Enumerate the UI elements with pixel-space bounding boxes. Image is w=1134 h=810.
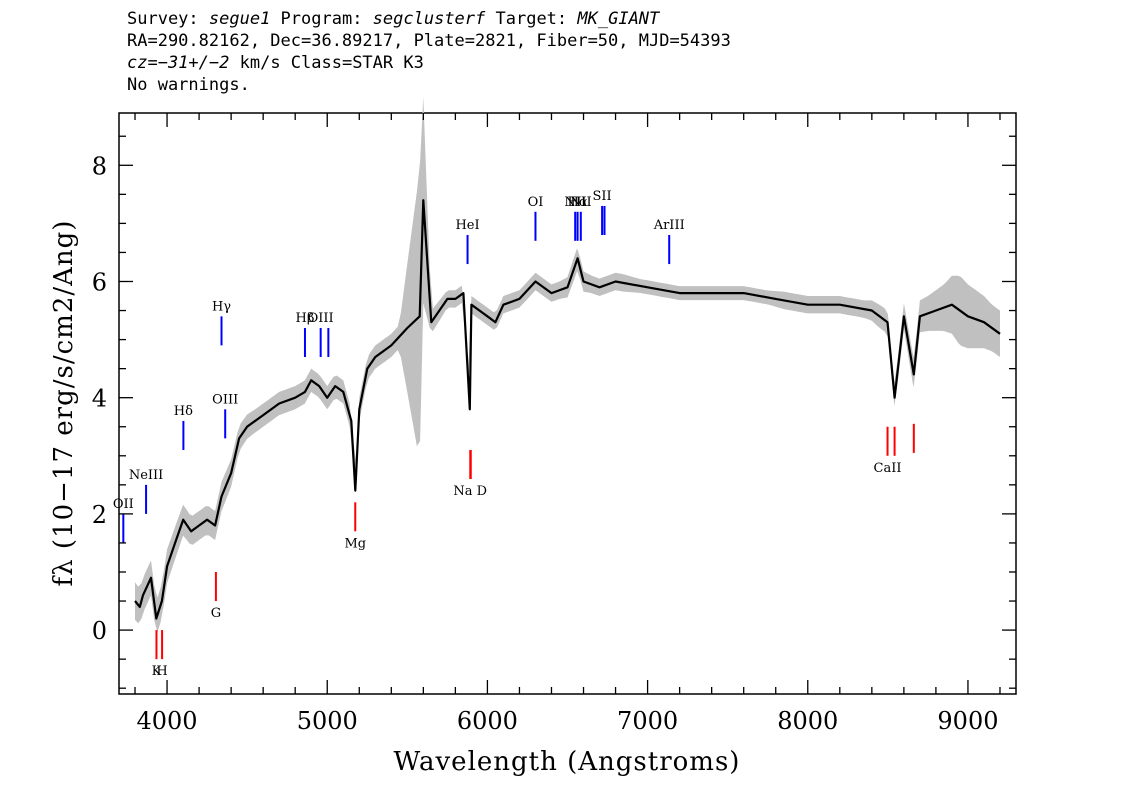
target-label: Target:	[485, 9, 578, 29]
error-band	[135, 97, 1000, 633]
plot-frame	[118, 112, 1017, 695]
x-tick-label: 5000	[297, 707, 358, 735]
x-tick-label: 4000	[137, 707, 198, 735]
emission-line-label: NII	[570, 195, 592, 210]
survey-label: Survey:	[127, 9, 209, 29]
emission-line-label: Hγ	[212, 299, 231, 314]
spectrum-header: Survey: segue1 Program: segclusterf Targ…	[127, 8, 731, 96]
x-tick-label: 9000	[937, 707, 998, 735]
emission-line-label: Hβ	[296, 311, 315, 326]
emission-line-label: OIII	[308, 311, 334, 326]
y-tick-label: 2	[92, 501, 107, 529]
emission-line-label: NII	[564, 195, 586, 210]
emission-line-label: Hδ	[174, 404, 193, 419]
x-axis-title: Wavelength (Angstroms)	[394, 747, 741, 777]
header-line-survey: Survey: segue1 Program: segclusterf Targ…	[127, 8, 731, 30]
absorption-line-label: Mg	[344, 536, 366, 551]
emission-line-label: HeI	[455, 218, 479, 233]
survey-value: segue1	[208, 9, 271, 29]
header-line-warnings: No warnings.	[127, 75, 250, 95]
emission-line-label: SII	[593, 189, 612, 204]
y-tick-label: 6	[92, 268, 107, 296]
flux-line	[134, 199, 1001, 620]
flux-series-group	[134, 199, 1001, 620]
cz-label: cz	[127, 53, 148, 73]
axis-ticks-group: 4000 5000 6000 7000 8000 9000 0 2 4 6 8	[92, 113, 1016, 735]
program-label: Program:	[270, 9, 373, 29]
error-band-group	[135, 97, 1000, 633]
y-tick-label: 4	[92, 385, 107, 413]
emission-line-label: OI	[528, 195, 544, 210]
header-line-redshift: cz=−31+/−2 km/s Class=STAR K3	[127, 52, 731, 74]
absorption-line-label: CaII	[874, 461, 902, 476]
absorption-line-label: G	[211, 606, 221, 621]
x-tick-label: 6000	[457, 707, 518, 735]
y-tick-label: 0	[92, 617, 107, 645]
emission-line-label: OIII	[212, 392, 238, 407]
absorption-line-label: H	[156, 664, 167, 679]
program-value: segclusterf	[372, 9, 486, 29]
absorption-line-label: Na D	[453, 484, 487, 499]
x-tick-label: 7000	[617, 707, 678, 735]
absorption-line-label: K	[152, 664, 162, 679]
emission-line-label: OII	[113, 497, 134, 512]
y-tick-label: 8	[92, 152, 107, 180]
class-text: km/s Class=STAR K3	[229, 53, 424, 73]
header-line-coordinates: RA=290.82162, Dec=36.89217, Plate=2821, …	[127, 31, 731, 51]
emission-line-label: Hα	[568, 195, 588, 210]
y-axis-title: fλ (10−17 erg/s/cm2/Ang)	[49, 220, 79, 587]
cz-value: =−31+/−2	[147, 53, 230, 73]
target-value: MK_GIANT	[577, 9, 660, 29]
emission-line-label: NeIII	[129, 468, 163, 483]
x-tick-label: 8000	[777, 707, 838, 735]
emission-line-label: ArIII	[653, 218, 685, 233]
